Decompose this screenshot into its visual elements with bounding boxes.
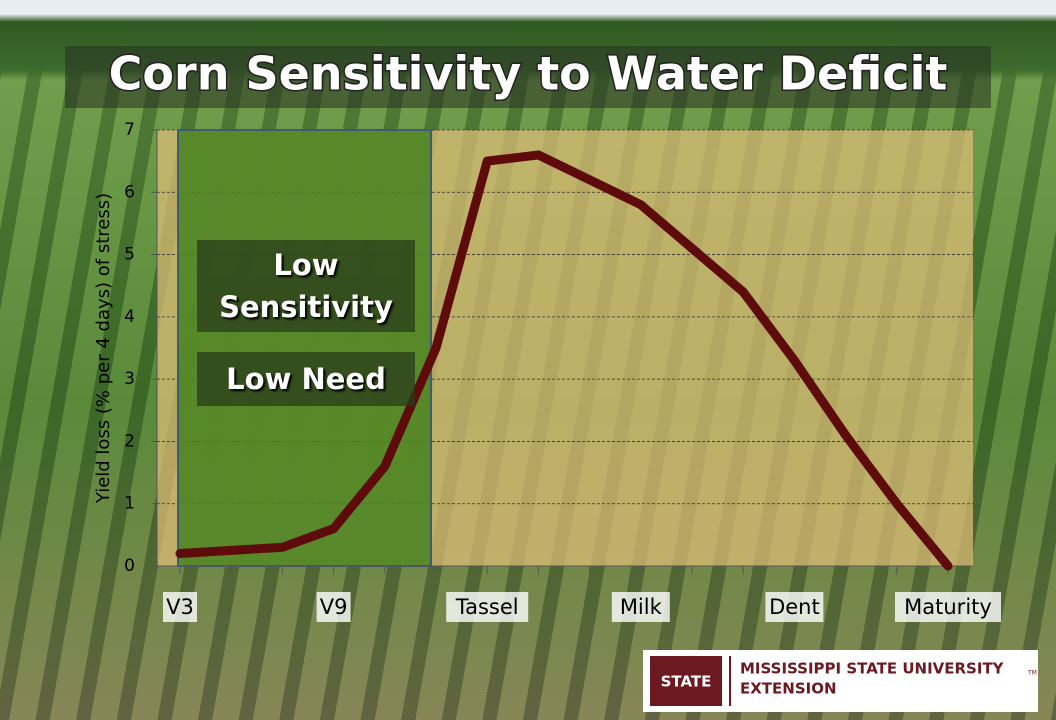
chart-title: Corn Sensitivity to Water Deficit bbox=[109, 47, 948, 101]
logo-mark-text: STATE bbox=[661, 673, 712, 691]
y-tick-label: 4 bbox=[124, 307, 135, 327]
y-tick-label: 1 bbox=[124, 494, 135, 514]
x-tick-label: Maturity bbox=[904, 595, 992, 619]
logo-mark bbox=[650, 656, 722, 706]
logo: STATE MISSISSIPPI STATE UNIVERSITY TM EX… bbox=[643, 650, 1038, 712]
y-tick-label: 3 bbox=[124, 369, 135, 389]
logo-trademark: TM bbox=[1027, 670, 1037, 677]
x-tick-label: Milk bbox=[620, 595, 663, 619]
line bbox=[175, 150, 953, 571]
y-tick-label: 7 bbox=[124, 120, 135, 140]
logo-unit: EXTENSION bbox=[740, 680, 837, 698]
y-tick-label: 6 bbox=[124, 182, 135, 202]
x-tick-label-bg bbox=[316, 592, 351, 622]
x-tick-label-bg bbox=[446, 592, 529, 622]
x-tick-label-bg bbox=[765, 592, 824, 622]
x-tick-label-bg bbox=[895, 592, 1001, 622]
x-tick-label: V3 bbox=[166, 595, 194, 619]
y-tick-label: 0 bbox=[124, 556, 135, 576]
y-tick-label: 5 bbox=[124, 245, 135, 265]
x-tick-label: V9 bbox=[320, 595, 348, 619]
annotation: Low Need bbox=[197, 352, 415, 406]
logo-name: MISSISSIPPI STATE UNIVERSITY bbox=[740, 660, 1005, 678]
x-tick-label: Dent bbox=[769, 595, 820, 619]
y-axis-label: Yield loss (% per 4 days) of stress) bbox=[93, 193, 114, 504]
low-sensitivity-zone bbox=[177, 129, 432, 567]
x-tick-label-bg bbox=[163, 592, 197, 622]
x-tick-label-bg bbox=[611, 592, 670, 622]
title-banner bbox=[65, 46, 991, 108]
annotation: Low Sensitivity bbox=[197, 240, 415, 332]
y-tick-label: 2 bbox=[124, 431, 135, 451]
x-tick-label: Tassel bbox=[455, 595, 519, 619]
